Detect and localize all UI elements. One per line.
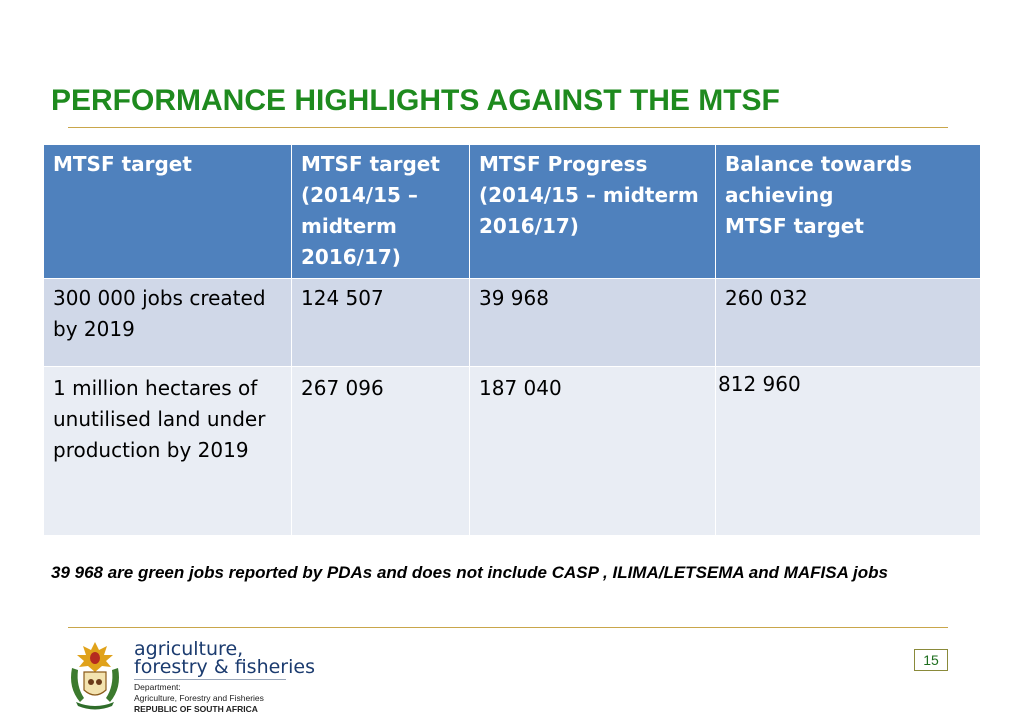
cell-midterm-target: 267 096: [291, 366, 470, 536]
page-title: PERFORMANCE HIGHLIGHTS AGAINST THE MTSF: [51, 84, 780, 117]
header-midterm-target: MTSF target (2014/15 – midterm 2016/17): [291, 144, 470, 279]
footnote: 39 968 are green jobs reported by PDAs a…: [51, 563, 888, 582]
cell-target: 1 million hectares of unutilised land un…: [43, 366, 292, 536]
cell-balance: 260 032: [715, 278, 981, 367]
table-header-row: MTSF target MTSF target (2014/15 – midte…: [43, 144, 981, 279]
table-row: 1 million hectares of unutilised land un…: [43, 366, 981, 536]
cell-target: 300 000 jobs created by 2019: [43, 278, 292, 367]
logo-divider: [134, 679, 286, 680]
footer-divider: [68, 627, 948, 628]
header-progress: MTSF Progress (2014/15 – midterm 2016/17…: [469, 144, 716, 279]
logo-text-forestry-fisheries: forestry & fisheries: [134, 656, 315, 678]
department-logo: agriculture, forestry & fisheries Depart…: [66, 638, 315, 718]
title-divider: [68, 127, 948, 128]
cell-progress: 39 968: [469, 278, 716, 367]
logo-department-text: Department: Agriculture, Forestry and Fi…: [134, 682, 264, 714]
table-row: 300 000 jobs created by 2019 124 507 39 …: [43, 278, 981, 367]
header-balance: Balance towards achieving MTSF target: [715, 144, 981, 279]
cell-balance: 812 960: [715, 366, 981, 536]
cell-progress: 187 040: [469, 366, 716, 536]
coat-of-arms-icon: [71, 642, 119, 710]
cell-midterm-target: 124 507: [291, 278, 470, 367]
page-number: 15: [914, 649, 948, 671]
logo-text-agriculture: agriculture,: [134, 638, 244, 660]
header-mtsf-target: MTSF target: [43, 144, 292, 279]
mtsf-table: MTSF target MTSF target (2014/15 – midte…: [43, 144, 981, 536]
logo-country: REPUBLIC OF SOUTH AFRICA: [134, 704, 258, 714]
